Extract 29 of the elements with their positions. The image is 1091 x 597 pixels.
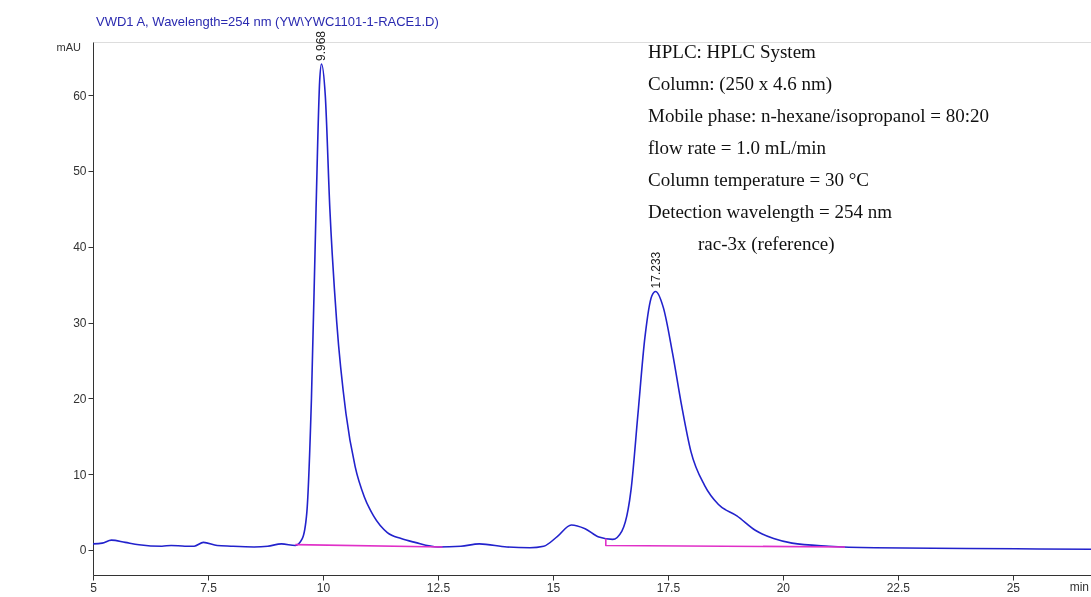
x-tick-label: 17.5 xyxy=(656,580,681,595)
y-tick-label: 0 xyxy=(79,543,87,558)
x-tick-label: 25 xyxy=(1006,580,1021,595)
x-tick-label: 10 xyxy=(316,580,331,595)
y-axis-title: mAU xyxy=(56,41,82,53)
annotation: Mobile phase: n-hexane/isopropanol = 80:20 xyxy=(648,105,990,126)
annotation: Detection wavelength = 254 nm xyxy=(648,201,893,222)
y-tick-label: 60 xyxy=(73,88,87,103)
annotation: flow rate = 1.0 mL/min xyxy=(648,137,827,158)
annotation: 17.233 xyxy=(648,251,663,289)
x-tick-label: 22.5 xyxy=(886,580,911,595)
x-tick-label: 15 xyxy=(546,580,561,595)
annotation: HPLC: HPLC System xyxy=(648,41,817,62)
y-tick-label: 30 xyxy=(73,316,87,331)
y-tick-label: 10 xyxy=(73,467,87,482)
chart-title: VWD1 A, Wavelength=254 nm (YW\YWC1101-1-RACE1.D) xyxy=(96,14,439,29)
y-tick-label: 40 xyxy=(73,240,87,255)
x-tick-label: 12.5 xyxy=(426,580,451,595)
x-tick-label: 7.5 xyxy=(200,580,218,595)
x-axis-title: min xyxy=(1069,580,1089,594)
annotation: 9.968 xyxy=(314,30,329,61)
annotation: Column: (250 x 4.6 nm) xyxy=(648,73,833,95)
line-series xyxy=(93,63,1091,551)
x-tick-label: 20 xyxy=(776,580,791,595)
y-tick-label: 20 xyxy=(73,391,87,406)
annotation: rac-3x (reference) xyxy=(698,233,835,255)
annotation: Column temperature = 30 °C xyxy=(648,169,869,190)
x-tick-label: 5 xyxy=(90,580,98,595)
y-tick-label: 50 xyxy=(73,164,87,179)
